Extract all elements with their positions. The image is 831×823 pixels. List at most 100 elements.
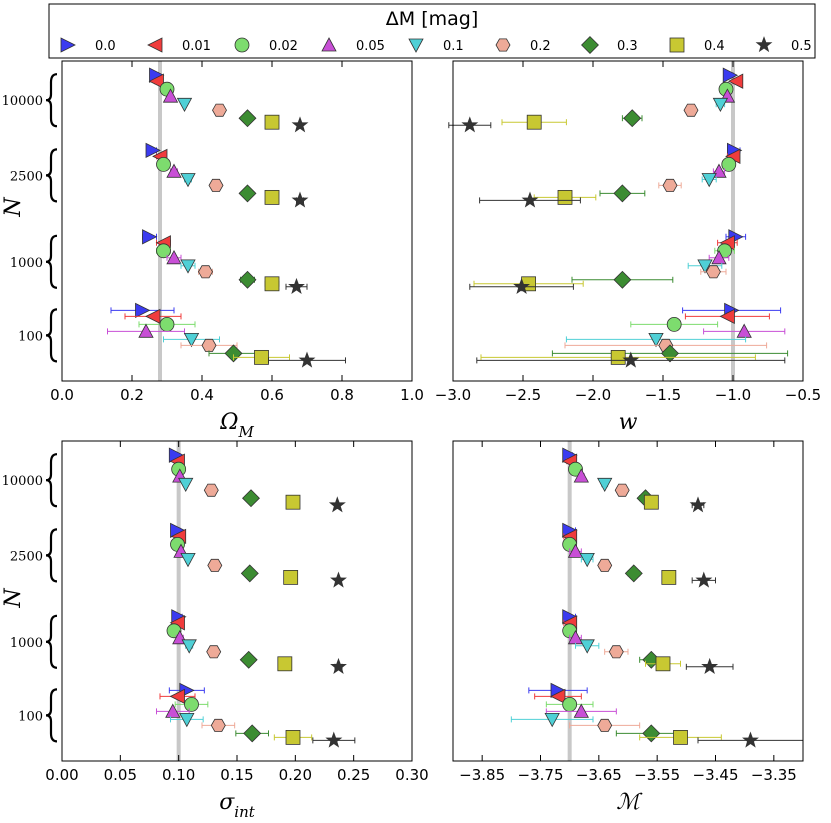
point-0.3-N1000 (613, 270, 632, 289)
legend-marker-0.5 (755, 36, 773, 53)
brace-N-10000 (45, 73, 58, 128)
point-0.3-N1000 (239, 650, 258, 669)
point-0.1-N2500 (180, 173, 196, 188)
point-0.1-N10000 (178, 477, 194, 493)
group-N-100 (510, 682, 804, 748)
legend-marker-0.05 (321, 37, 337, 52)
point-0.5-N100 (622, 351, 640, 368)
point-0.1-N100 (544, 713, 560, 728)
point-0.2-N1000 (608, 645, 624, 659)
x-axis-label: σint (219, 790, 255, 821)
x-tick-label: 0.6 (260, 386, 284, 404)
point-0.01-N100 (719, 308, 735, 325)
legend-label-0.5: 0.5 (791, 39, 812, 54)
legend-entry-0.2: 0.2 (495, 38, 551, 54)
group-N-100 (107, 302, 346, 368)
legend-label-0.4: 0.4 (704, 39, 725, 54)
group-N-100 (476, 302, 789, 368)
point-0.5-N10000 (291, 116, 309, 133)
x-tick-label: −1.5 (645, 386, 681, 404)
brace-N-100 (45, 308, 58, 363)
x-tick-label: 0.15 (220, 766, 253, 784)
legend-marker-0.4 (669, 37, 685, 53)
point-0.5-N10000 (328, 496, 346, 513)
x-tick-label: −3.45 (693, 766, 739, 784)
y-axis-label-bottom: N (1, 588, 26, 609)
point-0.5-N2500 (330, 571, 347, 588)
x-tick-label: 0.0 (50, 386, 74, 404)
group-N-10000 (561, 447, 707, 513)
group-label-N-1000: 1000 (10, 636, 43, 651)
point-0.4-N100 (610, 349, 626, 365)
point-0.05-N1000 (166, 249, 182, 265)
brace-N-100 (45, 688, 58, 743)
point-0.1-N2500 (701, 173, 717, 188)
point-0.1-N2500 (579, 553, 595, 568)
point-0.3-N2500 (240, 564, 259, 583)
point-0.05-N10000 (573, 468, 589, 483)
x-tick-label: −3.85 (459, 766, 505, 784)
point-0.3-N2500 (613, 184, 632, 203)
point-0.1-N10000 (597, 477, 613, 493)
point-0.3-N10000 (242, 489, 260, 508)
brace-N-2500 (45, 148, 58, 203)
legend-entry-0.02: 0.02 (234, 37, 298, 54)
group-label-N-10000: 10000 (2, 94, 43, 109)
point-0.3-N10000 (623, 109, 642, 128)
x-tick-label: 0.4 (190, 386, 214, 404)
x-tick-label: −3.35 (751, 766, 797, 784)
panel-frame (61, 60, 413, 382)
point-0.2-N2500 (597, 558, 613, 572)
point-0.4-N2500 (661, 570, 677, 585)
panel-frame (61, 440, 413, 762)
legend-marker-0.02 (234, 37, 250, 53)
x-tick-label: −2.5 (505, 386, 541, 404)
point-0.5-N1000 (330, 657, 347, 674)
y-axis-label-top: N (1, 197, 26, 218)
point-0.3-N1000 (238, 270, 257, 289)
point-0.02-N100 (184, 697, 199, 712)
legend-box (48, 3, 816, 59)
x-tick-label: −3.65 (576, 766, 622, 784)
legend-title: ΔM [mag] (386, 8, 478, 30)
point-0.5-N100 (325, 731, 343, 748)
legend-entry-0.3: 0.3 (581, 36, 638, 54)
point-0.2-N10000 (203, 483, 219, 497)
group-N-1000 (166, 609, 347, 674)
legend-label-0.3: 0.3 (617, 39, 638, 54)
x-tick-label: 0.2 (120, 386, 144, 404)
x-tick-label: 0.10 (162, 766, 195, 784)
brace-N-1000 (45, 234, 58, 289)
point-0.05-N2500 (166, 163, 182, 178)
legend-entry-0.4: 0.4 (669, 37, 725, 54)
legend-label-0.0: 0.0 (95, 39, 116, 54)
point-0.4-N10000 (526, 114, 542, 130)
panel-frame (452, 440, 804, 762)
panel-bottom-right: −3.85 −3.75 −3.65 −3.55 −3.45 −3.35 ℳ (452, 440, 804, 815)
point-0.3-N10000 (238, 109, 257, 128)
point-0.05-N1000 (711, 249, 727, 265)
point-0.01-N10000 (727, 73, 744, 89)
group-N-10000 (448, 67, 744, 133)
brace-N-10000 (45, 453, 58, 508)
x-axis-label: w (619, 410, 638, 435)
point-0.2-N1000 (198, 265, 213, 279)
point-0.5-N2500 (291, 191, 309, 208)
panel-top-left: 0.0 0.2 0.4 0.6 0.8 1.0 ΩM 10000 2500 1000 100 (2, 60, 424, 441)
group-label-N-100: 100 (18, 709, 43, 724)
point-0.01-N100 (550, 688, 566, 705)
point-0.0-N10000 (722, 67, 739, 83)
brace-N-1000 (45, 614, 58, 669)
point-0.2-N2500 (207, 558, 223, 572)
group-N-2500 (145, 142, 309, 208)
point-0.05-N100 (573, 703, 589, 718)
point-0.3-N100 (642, 724, 661, 743)
point-0.0-N1000 (142, 229, 158, 245)
group-label-N-10000: 10000 (2, 474, 43, 489)
legend-entry-0.01: 0.01 (147, 37, 211, 54)
x-tick-label: −1.0 (715, 386, 751, 404)
legend-marker-0.3 (581, 36, 599, 54)
group-label-N-2500: 2500 (10, 549, 43, 564)
group-N-10000 (168, 447, 346, 513)
point-0.4-N2500 (283, 570, 299, 585)
